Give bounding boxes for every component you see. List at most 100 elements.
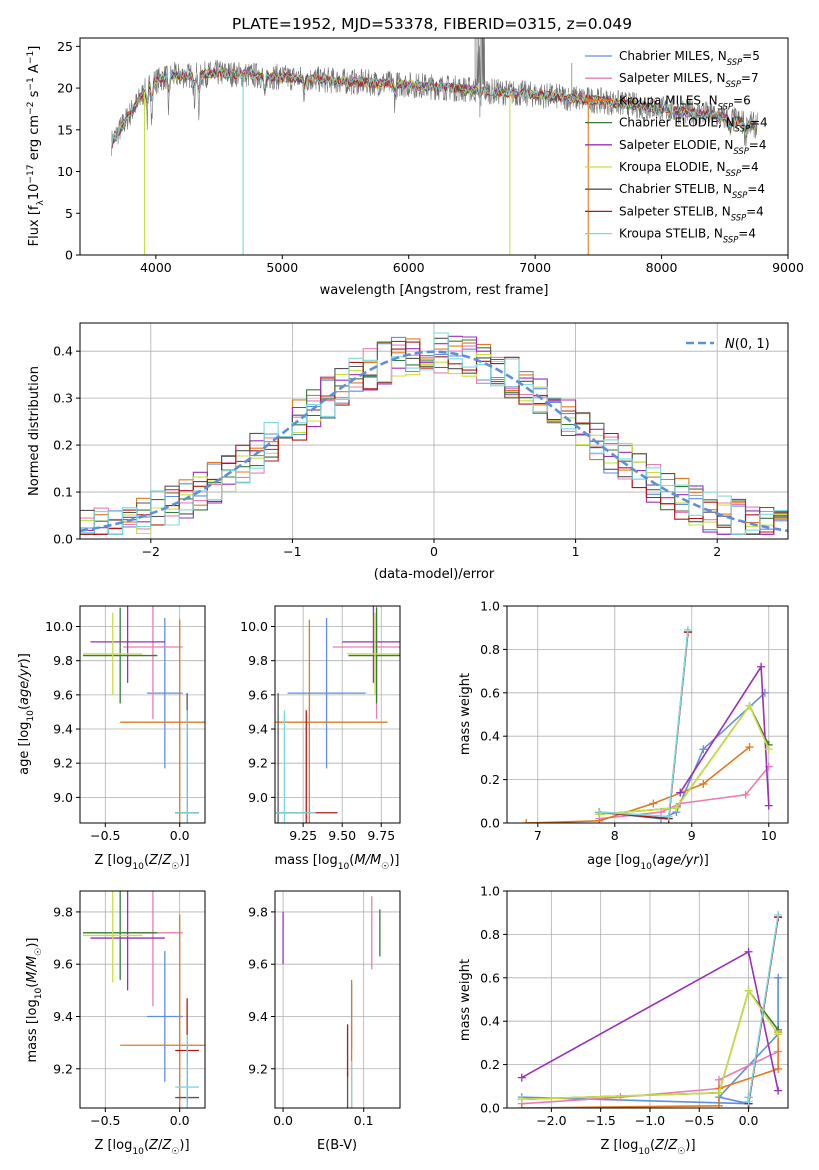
data-spectrum-line [111,38,758,156]
weight-marker [672,803,681,812]
label-part: ] [27,46,42,51]
label-part: −1 [26,51,36,64]
x-tick-label: 9.50 [328,828,356,843]
y-tick-label: 9.6 [248,957,268,972]
y-tick-label: 10.0 [45,619,73,634]
label-part: Z [667,1138,678,1153]
legend-label: Kroupa MILES, NSSP=6 [619,93,751,111]
axes-border [79,890,206,1109]
x-axis-label: (data-model)/error [374,567,495,582]
ticks: −0.5 0.0 9.0 9.2 9.4 9.6 9.8 10.0 [45,619,190,843]
x-tick-label: 0.0 [739,1113,759,1128]
y-tick-label: 0.6 [480,685,500,700]
model-spectrum-line [111,68,757,148]
legend-label: Chabrier ELODIE, NSSP=4 [619,116,768,134]
axes-border [274,890,401,1109]
legend-label: N(0, 1) [725,337,770,352]
weight-marker [714,1088,723,1097]
weight-marker [774,1064,783,1073]
label-part: SSP [723,235,739,245]
ticks: 7 8 9 10 0.0 0.2 0.4 0.6 0.8 1.0 [480,599,777,844]
legend-label: Salpeter MILES, NSSP=7 [619,71,759,89]
label-part: M/M [354,853,381,868]
label-part: mass [log [25,999,40,1062]
label-part: Salpeter ELODIE, N [619,138,733,152]
x-tick-label: 7 [534,828,542,843]
y-tick-label: 0.2 [53,438,73,453]
x-tick-label: 8000 [646,260,678,275]
legend-label: Chabrier STELIB, NSSP=4 [619,182,765,200]
label-part: =7 [741,71,759,85]
x-axis-label: wavelength [Angstrom, rest frame] [320,283,549,298]
label-part: Z [148,853,159,868]
axes-frame [506,605,789,824]
x-tick-label: 6000 [393,260,425,275]
label-part: SSP [733,146,749,156]
y-tick-label: 0.0 [53,532,73,547]
y-tick-label: 10 [57,164,73,179]
plot-area [517,910,783,1108]
y-tick-label: 0.4 [53,344,73,359]
label-part: age [log [587,853,640,868]
label-part: / [664,1138,669,1153]
label-part: Kroupa MILES, N [619,93,718,107]
weight-marker [714,1075,723,1084]
label-part: Chabrier MILES, N [619,49,727,63]
axes-age_vs_mass: 9.25 9.50 9.75 9.0 9.2 9.4 9.6 9.8 10.0 mass [log… [240,605,401,872]
label-part: ☉ [171,1147,179,1157]
axes-border [79,37,789,256]
error-cross [123,606,183,719]
y-tick-label: 0.6 [480,970,500,985]
plot-area [282,896,400,1108]
legend-label: Kroupa STELIB, NSSP=4 [619,227,756,245]
x-tick-label: −0.5 [90,828,120,843]
axes-border [79,605,206,824]
x-tick-label: 5000 [266,260,298,275]
label-part: ( [144,1138,149,1153]
x-tick-label: 0.0 [170,828,190,843]
label-part: Kroupa ELODIE, N [619,160,726,174]
axes-frame [506,890,789,1109]
x-tick-label: 8 [611,828,619,843]
label-part: )] [685,1138,695,1153]
error-cross [275,710,316,823]
y-tick-label: 0.0 [480,816,500,831]
error-cross [348,607,400,704]
label-part: 10 [26,710,36,722]
grid-lines [507,605,788,824]
y-tick-label: 20 [57,81,73,96]
y-tick-label: 9.2 [248,756,268,771]
label-part: Z [161,853,172,868]
label-part: age/yr [17,662,32,705]
label-part: Z [log [94,853,132,868]
label-part: Chabrier STELIB, N [619,182,732,196]
weight-line [599,704,770,816]
weight-marker [664,812,673,821]
plot-area [80,332,788,535]
grid-lines [80,606,205,823]
grid-lines [275,606,400,823]
x-axis-label: Z [log10(Z/Z☉)] [94,853,189,872]
label-part: Z [161,1138,172,1153]
x-tick-label: −1 [283,544,301,559]
weight-marker [683,625,692,634]
y-tick-label: 9.8 [53,653,73,668]
label-part: )] [699,853,709,868]
label-part: SSP [731,212,747,222]
y-tick-label: 9.0 [248,790,268,805]
residual-histogram [80,341,788,535]
error-cross [82,612,143,695]
weight-line [599,629,689,818]
error-cross [175,710,200,823]
ticks: −2.0 −1.5 −1.0 −0.5 0.0 0.0 0.2 0.4 0.6 0.8 1.0 [480,884,758,1129]
error-cross [120,914,205,1108]
label-part: ☉ [677,1147,685,1157]
y-tick-label: 9.4 [53,1009,73,1024]
y-tick-label: 5 [65,206,73,221]
label-part: ( [349,853,354,868]
weight-marker [745,743,754,752]
legend-label: Salpeter STELIB, NSSP=4 [619,204,764,222]
y-tick-label: 0.0 [480,1101,500,1116]
